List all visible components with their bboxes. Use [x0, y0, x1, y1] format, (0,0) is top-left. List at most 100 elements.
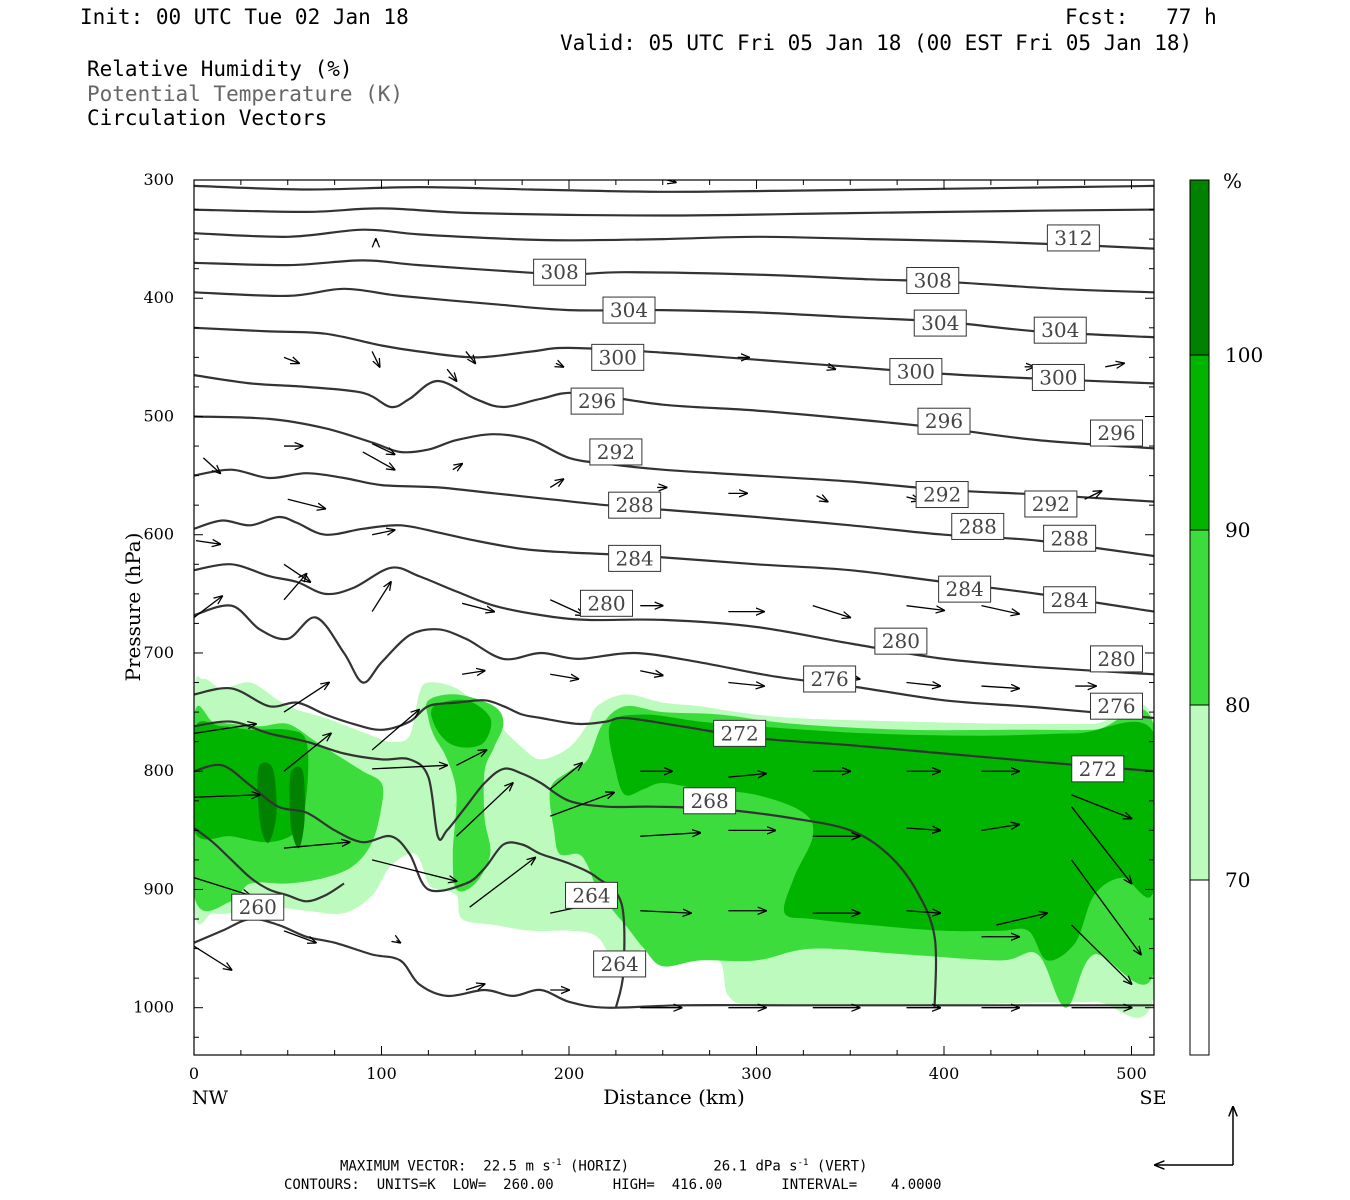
circulation-vector: [981, 605, 1020, 614]
circulation-vector: [728, 774, 766, 778]
circulation-vector: [397, 940, 401, 942]
theta-label-box: [683, 787, 737, 815]
circulation-vector: [991, 121, 1010, 130]
theta-label: 272: [1071, 755, 1125, 783]
theta-label-box: [951, 512, 1005, 540]
theta-label-text: 280: [1097, 647, 1135, 671]
theta-label-text: 284: [946, 577, 984, 601]
y-tick-label: 800: [143, 761, 174, 780]
circulation-vector: [194, 724, 256, 735]
colorbar-segment: [1190, 530, 1209, 705]
theta-label-text: 288: [1051, 526, 1089, 550]
circulation-vector: [195, 541, 220, 545]
y-tick-label: 900: [143, 879, 174, 898]
circulation-vector: [556, 363, 564, 367]
theta-contour: [194, 468, 1154, 558]
theta-contour: [194, 287, 1154, 339]
theta-label-text: 304: [610, 298, 648, 322]
circulation-vector: [1105, 363, 1124, 367]
circulation-vector: [906, 605, 945, 611]
circulation-vector: [828, 367, 836, 369]
theta-label-box: [533, 258, 587, 286]
circulation-vector: [456, 783, 513, 837]
theta-label: 296: [570, 387, 624, 415]
circulation-vector: [372, 765, 447, 769]
circulation-vector: [1084, 491, 1102, 500]
y-tick-label: 1000: [133, 998, 174, 1017]
theta-label: 304: [913, 309, 967, 337]
circulation-vector: [465, 984, 485, 991]
theta-contour: [194, 326, 1154, 385]
circulation-vector: [747, 130, 756, 132]
colorbar-unit: %: [1223, 169, 1242, 193]
circulation-vector: [371, 582, 391, 612]
theta-label-text: 264: [572, 883, 610, 907]
theta-label: 304: [1033, 316, 1087, 344]
theta-label-text: 292: [923, 483, 961, 507]
theta-label-text: 308: [541, 260, 579, 284]
x-end-label-left: NW: [192, 1087, 229, 1109]
circulation-vector: [362, 451, 395, 470]
circulation-vector: [549, 479, 563, 488]
circulation-vector: [283, 842, 350, 849]
theta-label-text: 300: [897, 360, 935, 384]
circulation-vector: [1071, 924, 1132, 984]
x-tick-label: 100: [366, 1064, 397, 1083]
x-tick-label: 300: [741, 1064, 772, 1083]
circulation-vector: [907, 128, 915, 130]
colorbar: 70 80 90 100%: [1189, 169, 1263, 1056]
rh-fill-region: [289, 766, 305, 849]
theta-label-text: 268: [691, 789, 729, 813]
colorbar-level-label: 90: [1225, 518, 1250, 542]
x-tick-label: 400: [929, 1064, 960, 1083]
circulation-vector: [462, 671, 485, 675]
theta-contour: [194, 415, 1154, 503]
theta-label-text: 288: [616, 493, 654, 517]
circulation-vector: [446, 368, 456, 381]
theta-contour: [194, 228, 1154, 250]
theta-label-text: 292: [597, 440, 635, 464]
colorbar-frame: [1189, 179, 1210, 1056]
theta-label: 260: [231, 893, 285, 921]
theta-label-box: [1090, 645, 1143, 673]
theta-label: 284: [608, 544, 662, 572]
rh-fill-region: [257, 762, 277, 843]
theta-label: 292: [1024, 490, 1078, 518]
colorbar-level-label: 70: [1225, 868, 1250, 892]
theta-contour: [194, 686, 1154, 773]
theta-label-text: 280: [882, 629, 920, 653]
circulation-vector: [469, 858, 536, 908]
theta-label: 300: [591, 343, 645, 371]
y-axis-label: Pressure (hPa): [121, 533, 145, 682]
theta-label-box: [1043, 586, 1097, 614]
theta-label-text: 300: [599, 345, 637, 369]
circulation-vector: [822, 173, 830, 175]
x-axis-label: Distance (km): [603, 1085, 745, 1109]
theta-label-text: 292: [1032, 492, 1070, 516]
vert-exp: -1: [797, 1158, 809, 1168]
circulation-vector: [194, 877, 250, 896]
theta-label: 284: [938, 575, 992, 603]
theta-label-box: [1090, 692, 1143, 720]
circulation-vector: [906, 828, 941, 830]
theta-label: 288: [951, 512, 1005, 540]
theta-label-text: 296: [925, 409, 963, 433]
theta-label-box: [889, 358, 943, 386]
circulation-vector: [371, 443, 395, 455]
circulation-vector: [664, 180, 676, 182]
theta-label-text: 296: [1097, 421, 1135, 445]
y-tick-label: 500: [143, 406, 174, 425]
theta-label: 296: [1090, 419, 1143, 447]
theta-label-box: [906, 267, 960, 295]
theta-label: 304: [602, 296, 656, 324]
circulation-vector: [371, 530, 395, 535]
theta-label-box: [1090, 419, 1143, 447]
max-vector-label: MAXIMUM VECTOR:: [340, 1158, 467, 1175]
colorbar-segment: [1190, 180, 1209, 355]
theta-contour: [194, 207, 1154, 217]
theta-label-text: 280: [587, 591, 625, 615]
circulation-vector: [550, 674, 578, 679]
rh-fill-region: [713, 741, 757, 772]
theta-label-box: [591, 343, 645, 371]
